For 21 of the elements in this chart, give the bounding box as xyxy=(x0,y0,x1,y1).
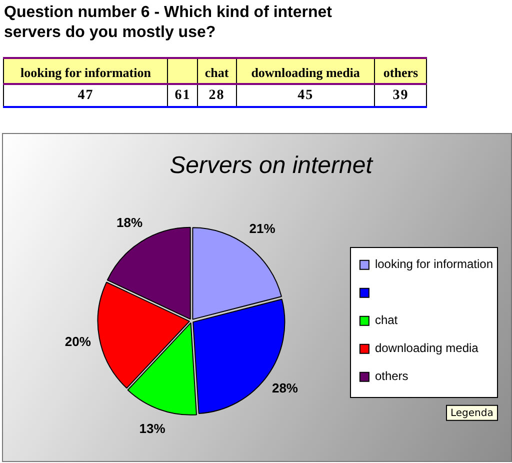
data-label: 61 xyxy=(168,84,198,107)
legend-label: others xyxy=(374,369,408,384)
category-label: downloading media xyxy=(236,58,375,84)
data-label: 21% xyxy=(249,221,276,236)
category-label: looking for information xyxy=(4,58,168,84)
category-label: chat xyxy=(197,58,236,84)
legend-label: downloading media xyxy=(374,341,479,356)
data-label: 28% xyxy=(272,380,298,396)
data-label: 39 xyxy=(374,84,426,107)
legend-label: looking for information xyxy=(374,257,493,272)
legend-label: chat xyxy=(374,313,398,328)
data-label: 20% xyxy=(64,334,92,350)
text: Question number 6 - Which kind of internet servers do you mostly use? xyxy=(4,3,334,43)
data-label: 45 xyxy=(236,84,375,107)
data-label: 47 xyxy=(4,84,168,107)
data-label: 18% xyxy=(116,214,143,230)
text: Legenda xyxy=(450,408,494,419)
chart-title: Servers on internet xyxy=(170,152,374,180)
data-label: 13% xyxy=(139,421,166,436)
data-label: 28 xyxy=(197,84,236,107)
category-label: others xyxy=(374,58,426,84)
